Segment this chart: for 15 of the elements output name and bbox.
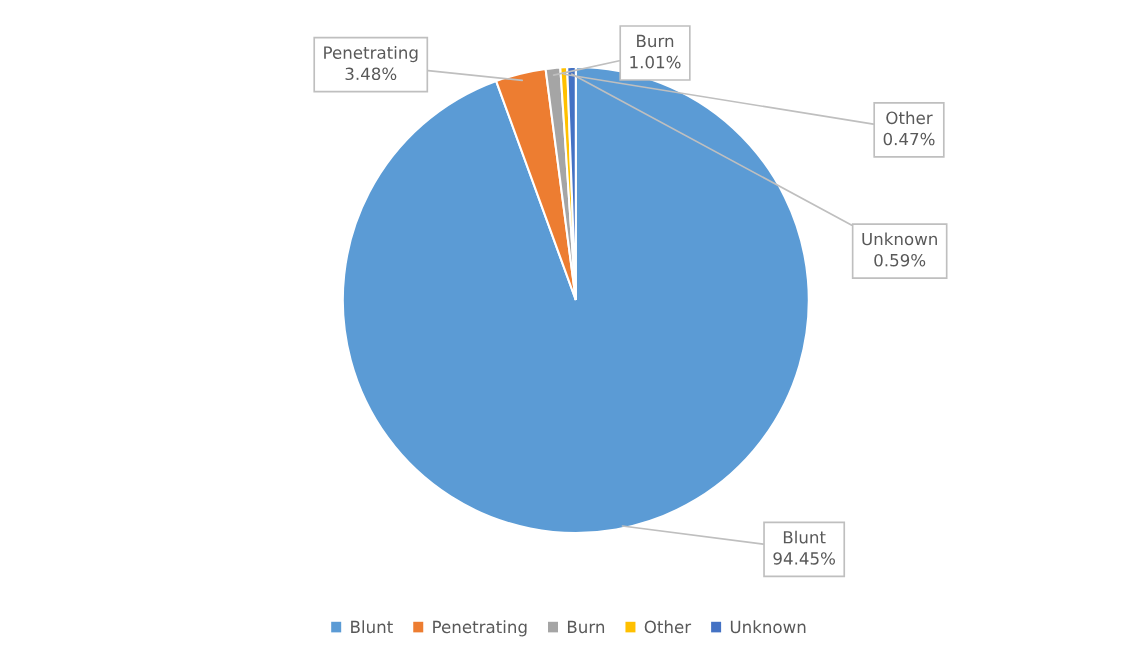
legend-label: Burn bbox=[567, 620, 605, 634]
data-label: 1.01% bbox=[630, 55, 681, 69]
legend-label: Other bbox=[644, 620, 692, 634]
slice-label: Penetrating bbox=[324, 46, 418, 63]
legend-label: Unknown bbox=[730, 620, 806, 634]
data-label: 0.59% bbox=[874, 253, 926, 267]
data-label: 0.47% bbox=[883, 132, 935, 146]
slice-label: Other bbox=[886, 111, 933, 125]
slice-label: Unknown bbox=[862, 232, 937, 246]
legend-label: Penetrating bbox=[433, 620, 527, 637]
data-label: 94.45% bbox=[773, 552, 835, 565]
slice-label: Blunt bbox=[783, 530, 826, 544]
slice-label: Burn bbox=[637, 34, 674, 48]
legend-label: Blunt bbox=[351, 620, 393, 634]
data-label: 3.48% bbox=[345, 67, 397, 81]
